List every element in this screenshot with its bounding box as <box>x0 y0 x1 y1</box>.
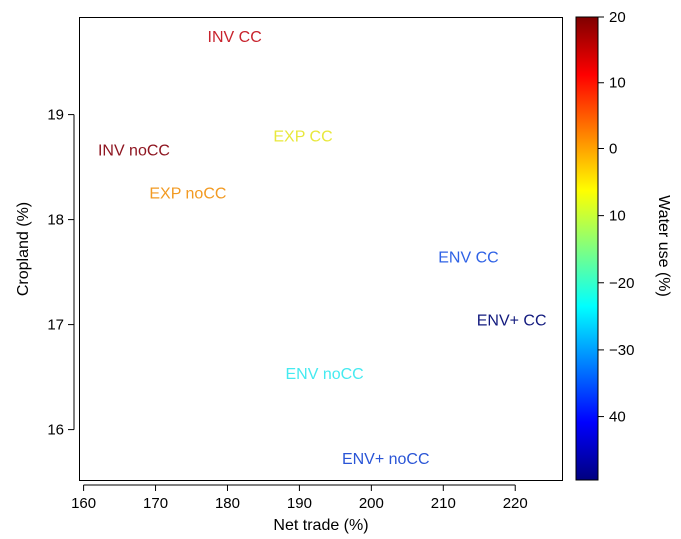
point-label: ENV CC <box>438 249 498 266</box>
point-labels: INV CC INV noCC EXP CC EXP noCC ENV CC ENV+ C… <box>98 29 547 468</box>
point-label: INV CC <box>208 29 262 46</box>
colorbar: 20 10 0 10 −20 −30 40 <box>575 9 634 481</box>
y-tick-label: 18 <box>47 212 64 229</box>
point-label: EXP noCC <box>149 185 226 202</box>
point-label: INV noCC <box>98 142 170 159</box>
x-tick-label: 180 <box>215 495 240 512</box>
x-tick-label: 170 <box>143 495 168 512</box>
x-tick-label: 220 <box>503 495 528 512</box>
x-tick-label: 210 <box>431 495 456 512</box>
colorbar-tick-label: −20 <box>609 275 634 292</box>
plot-frame <box>79 17 563 481</box>
colorbar-title: Water use (%) <box>655 195 672 297</box>
point-label: ENV+ CC <box>477 312 547 329</box>
y-tick-label: 17 <box>47 317 64 334</box>
y-axis-title: Cropland (%) <box>15 202 32 296</box>
colorbar-tick-label: 0 <box>609 140 617 157</box>
x-axis-title: Net trade (%) <box>273 517 368 534</box>
x-tick-label: 160 <box>71 495 96 512</box>
y-tick-label: 19 <box>47 107 64 124</box>
y-tick-label: 16 <box>47 422 64 439</box>
point-label: EXP CC <box>273 129 332 146</box>
y-axis: 16 17 18 19 <box>47 107 75 439</box>
colorbar-tick-label: 10 <box>609 75 626 92</box>
colorbar-tick-label: 10 <box>609 208 626 225</box>
point-label: ENV noCC <box>285 366 363 383</box>
colorbar-tick-label: 20 <box>609 9 626 26</box>
x-tick-label: 190 <box>287 495 312 512</box>
colorbar-tick-label: −30 <box>609 342 634 359</box>
x-axis: 160 170 180 190 200 210 220 <box>71 484 528 512</box>
colorbar-tick-label: 40 <box>609 409 626 426</box>
colorbar-fill <box>575 16 599 481</box>
point-label: ENV+ noCC <box>342 451 430 468</box>
x-tick-label: 200 <box>359 495 384 512</box>
